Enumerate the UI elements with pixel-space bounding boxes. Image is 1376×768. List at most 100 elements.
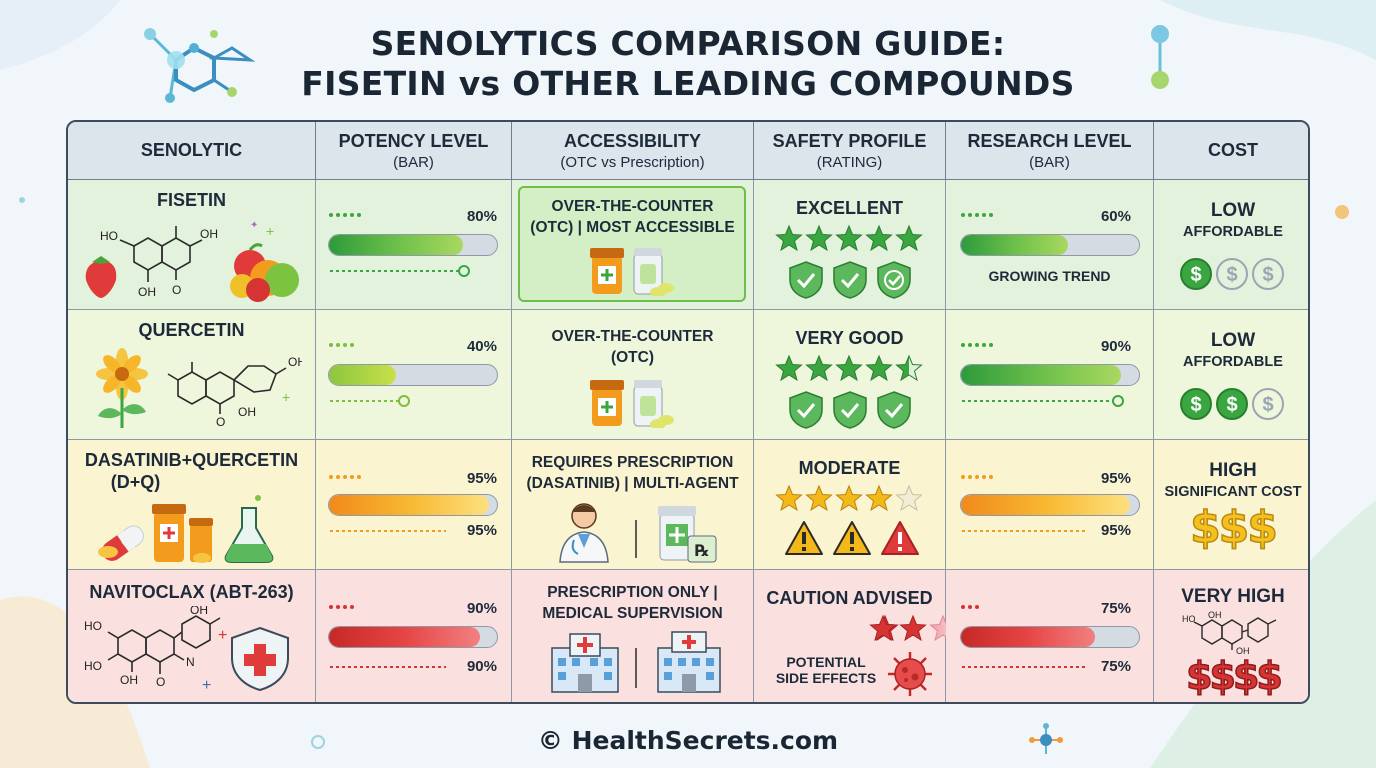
- safety-note: POTENTIAL SIDE EFFECTS: [768, 654, 884, 686]
- slider-decoration: [330, 265, 470, 277]
- safety-rating: CAUTION ADVISED: [766, 588, 933, 608]
- row-navitoclax-cost-cell: VERY HIGH HO OH OH $$$$: [1154, 570, 1308, 702]
- chem-label: OH: [120, 673, 138, 687]
- chem-label: HO: [1182, 614, 1196, 624]
- row-fisetin-name-cell: FISETIN HO OH OH O: [68, 180, 316, 310]
- header-potency: POTENCY LEVEL (BAR): [316, 122, 512, 180]
- header-label: RESEARCH LEVEL: [967, 130, 1132, 151]
- potency-percent: 80%: [466, 208, 497, 225]
- comparison-table: SENOLYTIC POTENCY LEVEL (BAR) ACCESSIBIL…: [66, 120, 1310, 704]
- research-percent: 95%: [1100, 470, 1131, 487]
- dollar-coins-icon: $ $ $: [1180, 258, 1284, 290]
- chem-label: O: [172, 283, 181, 297]
- highlight-box: [518, 186, 746, 302]
- research-bar: [960, 364, 1140, 386]
- dots-decoration: [329, 475, 361, 479]
- row-dq-research-cell: 95% 95%: [946, 440, 1154, 570]
- access-line-1: OVER-THE-COUNTER: [551, 328, 714, 345]
- access-line-1: OVER-THE-COUNTER: [551, 198, 714, 215]
- dots-decoration: [962, 530, 1088, 532]
- research-percent: 60%: [1100, 208, 1131, 225]
- research-percent: 75%: [1100, 600, 1131, 617]
- potency-bar: [328, 494, 498, 516]
- chem-label: OH: [1236, 646, 1250, 654]
- star-rating: [775, 354, 923, 382]
- chem-label: HO: [84, 659, 102, 673]
- molecule-icon: [1029, 723, 1063, 754]
- header-safety: SAFETY PROFILE (RATING): [754, 122, 946, 180]
- row-fisetin-cost-cell: LOW AFFORDABLE $ $ $: [1154, 180, 1308, 310]
- safety-note-line-2: SIDE EFFECTS: [775, 670, 877, 686]
- svg-text:+: +: [202, 677, 211, 694]
- compound-name-abbrev: (D+Q): [110, 472, 161, 492]
- fisetin-structure-illustration: HO OH OH O + ✦: [85, 220, 299, 302]
- virus-icon: [888, 652, 932, 696]
- chem-label: N: [186, 655, 195, 669]
- row-fisetin-access-cell: OVER-THE-COUNTER (OTC) | MOST ACCESSIBLE: [512, 180, 754, 310]
- chem-label: OH: [138, 285, 156, 299]
- potency-percent-secondary: 95%: [466, 522, 497, 539]
- navitoclax-structure-illustration: HO OH HO OH N O + +: [84, 606, 289, 694]
- row-navitoclax-safety-cell: CAUTION ADVISED POTENTIAL SIDE EFFECTS: [754, 570, 957, 702]
- row-quercetin-potency-cell: 40%: [316, 310, 512, 440]
- svg-text:+: +: [282, 389, 290, 405]
- page-title: SENOLYTICS COMPARISON GUIDE: FISETIN vs …: [0, 24, 1376, 104]
- potency-percent: 40%: [466, 338, 497, 355]
- row-dq-name-cell: DASATINIB+QUERCETIN (D+Q): [68, 440, 316, 570]
- cost-level: LOW: [1210, 200, 1256, 221]
- pills-flask-illustration: [98, 495, 274, 563]
- potency-bar-fill: [329, 495, 489, 515]
- rx-symbol: ℞: [695, 541, 709, 560]
- potency-bar-fill: [329, 627, 481, 647]
- row-quercetin-cost-cell: LOW AFFORDABLE $ $ $: [1154, 310, 1308, 440]
- potency-bar: [328, 364, 498, 386]
- chem-label: OH: [200, 227, 218, 241]
- research-bar: [960, 626, 1140, 648]
- research-percent-secondary: 95%: [1100, 522, 1131, 539]
- doctor-prescription-icon: ℞: [559, 503, 717, 563]
- research-note: GROWING TREND: [988, 268, 1111, 284]
- access-line-1: REQUIRES PRESCRIPTION: [531, 454, 734, 471]
- dots-decoration: [961, 605, 979, 609]
- compound-name: DASATINIB+QUERCETIN: [84, 450, 299, 470]
- row-navitoclax-name-cell: NAVITOCLAX (ABT-263) HO OH HO OH N O + +: [68, 570, 316, 702]
- access-line-2: (OTC) | MOST ACCESSIBLE: [530, 219, 735, 236]
- row-navitoclax-access-cell: PRESCRIPTION ONLY | MEDICAL SUPERVISION: [512, 570, 754, 702]
- dots-decoration: [329, 343, 354, 347]
- chem-label: O: [156, 675, 165, 689]
- safety-rating: MODERATE: [798, 458, 901, 478]
- dots-decoration: [329, 213, 361, 217]
- row-dq-safety-cell: MODERATE: [754, 440, 946, 570]
- row-dq-cost-cell: HIGH SIGNIFICANT COST $$$: [1154, 440, 1308, 570]
- slider-decoration: [330, 395, 410, 407]
- access-line-2: MEDICAL SUPERVISION: [542, 605, 723, 622]
- research-bar-fill: [961, 235, 1068, 255]
- access-line-2: (DASATINIB) | MULTI-AGENT: [526, 475, 739, 492]
- dots-decoration: [961, 475, 993, 479]
- header-label: SENOLYTIC: [140, 140, 243, 160]
- research-bar-fill: [961, 495, 1131, 515]
- cost-level: VERY HIGH: [1181, 586, 1285, 607]
- header-research: RESEARCH LEVEL (BAR): [946, 122, 1154, 180]
- header-accessibility: ACCESSIBILITY (OTC vs Prescription): [512, 122, 754, 180]
- shield-check-icons: [789, 391, 911, 429]
- cost-level: LOW: [1210, 330, 1256, 351]
- research-bar: [960, 234, 1140, 256]
- research-bar-fill: [961, 365, 1122, 385]
- row-quercetin-safety-cell: VERY GOOD: [754, 310, 946, 440]
- svg-text:✦: ✦: [250, 220, 258, 231]
- compound-name: NAVITOCLAX (ABT-263): [89, 582, 294, 602]
- potency-bar-fill: [329, 365, 397, 385]
- dollar-coins-icon: $ $ $: [1180, 388, 1284, 420]
- header-label: COST: [1207, 140, 1258, 160]
- cost-description: AFFORDABLE: [1183, 354, 1283, 370]
- coin-symbol: $: [1190, 264, 1201, 286]
- coin-symbol: $: [1262, 394, 1273, 416]
- dots-decoration: [961, 213, 993, 217]
- dots-decoration: [329, 605, 354, 609]
- chem-label: OH: [238, 405, 256, 419]
- header-label: ACCESSIBILITY: [563, 130, 701, 151]
- research-bar-fill: [961, 627, 1095, 647]
- chem-label: OH: [288, 355, 302, 369]
- svg-text:+: +: [218, 627, 227, 644]
